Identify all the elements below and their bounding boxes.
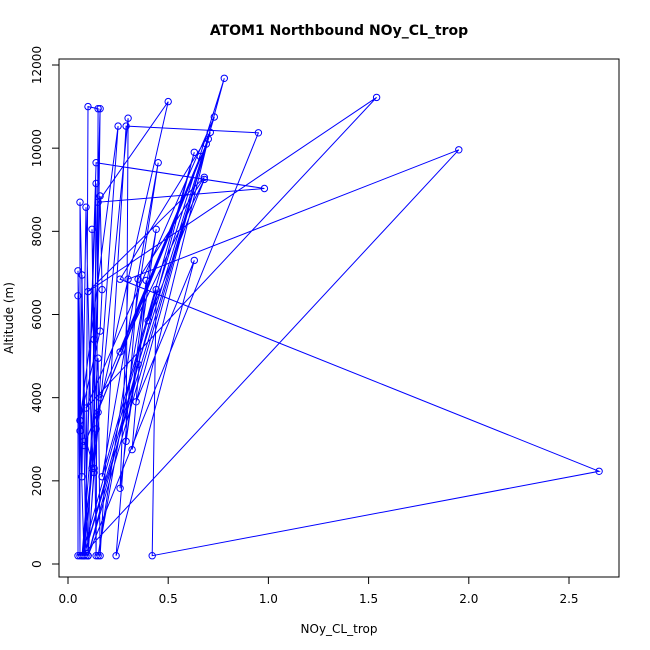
data-point [132,398,140,406]
data-point [78,271,86,279]
x-tick-label: 1.5 [359,592,378,606]
data-point [98,285,106,294]
data-point [220,74,229,83]
data-point [152,285,160,294]
y-tick-label: 8000 [30,216,44,247]
data-point [98,473,106,481]
y-tick-label: 0 [30,560,44,568]
data-point [76,427,84,435]
data-point [90,464,98,473]
points-layer [74,74,603,560]
data-point [200,175,209,184]
y-tick-label: 6000 [30,299,44,330]
data-point [595,467,603,475]
y-axis-label: Altitude (m) [2,282,16,354]
data-point [206,128,215,137]
data-point [88,225,96,234]
data-point [74,292,82,300]
data-point [96,552,104,560]
data-point [76,416,84,425]
data-point [112,552,120,560]
chart-title: ATOM1 Northbound NOy_CL_trop [210,23,468,39]
data-point [80,441,88,450]
data-point [80,552,88,560]
x-tick-label: 1.0 [259,592,278,606]
data-point [164,97,172,106]
data-point [148,552,156,560]
data-point [124,114,132,122]
data-point [128,445,136,454]
x-tick-label: 0.0 [58,592,77,606]
data-point [116,484,124,492]
data-point [90,468,98,477]
data-point [114,122,122,130]
data-point [90,335,98,344]
data-point [94,198,102,206]
data-point [92,425,100,433]
data-point [78,473,86,481]
y-tick-label: 2000 [30,466,44,497]
data-point [154,159,162,167]
data-point [82,404,90,412]
x-tick-label: 0.5 [159,592,178,606]
data-point [94,552,102,560]
data-point [134,275,142,283]
data-point [92,159,100,167]
data-point [116,348,124,356]
data-point [142,276,150,285]
data-point [210,113,219,121]
series-layer [77,78,601,557]
data-point [76,198,84,206]
data-point [144,317,152,325]
data-point [84,287,92,296]
data-point [190,256,199,265]
data-point [74,267,82,275]
y-tick-label: 4000 [30,382,44,413]
y-tick-label: 10000 [30,129,44,167]
data-point [124,275,132,283]
y-axis: 0 2000 4000 6000 8000 10000 12000 [30,46,60,568]
data-point [152,225,160,234]
x-tick-label: 2.0 [459,592,478,606]
data-point [202,140,211,148]
data-point [372,93,381,102]
data-point [94,408,102,416]
x-axis-label: NOy_CL_trop [301,622,378,636]
data-point [88,464,96,473]
x-axis: 0.0 0.5 1.0 1.5 2.0 2.5 [58,576,579,606]
data-point [94,105,102,113]
x-tick-label: 2.5 [559,592,578,606]
data-point [190,148,199,157]
data-point [200,173,209,182]
data-point [80,437,88,445]
data-point [196,152,205,161]
data-point [82,203,90,211]
data-point [84,102,92,111]
data-point [94,354,102,362]
series-line [77,78,601,557]
data-point [134,360,142,369]
data-point [92,552,100,560]
data-point [204,135,213,143]
data-point [96,327,104,335]
data-point [116,275,124,283]
data-point [96,105,104,113]
data-point [122,122,130,130]
data-point [260,184,269,193]
data-point [455,146,463,154]
data-point [76,552,84,560]
y-tick-label: 12000 [30,46,44,84]
data-point [122,437,130,445]
data-point [96,394,104,402]
data-point [78,552,86,560]
data-point [254,129,263,137]
data-point [92,179,100,188]
